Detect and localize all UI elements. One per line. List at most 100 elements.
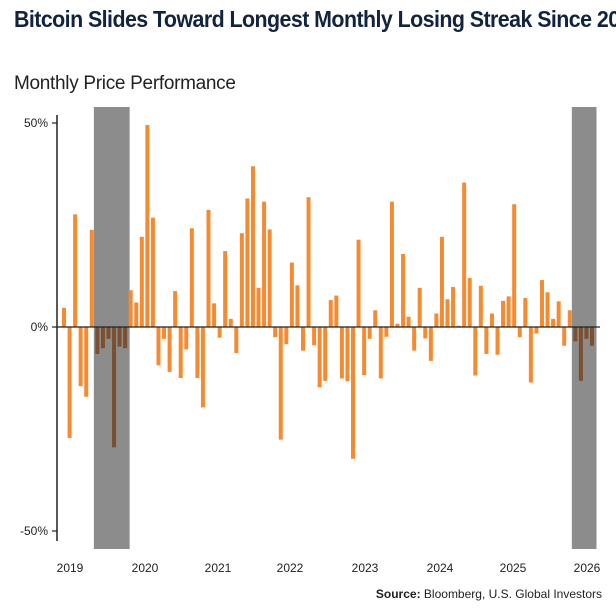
bar bbox=[173, 291, 178, 327]
source-note: Source: Bloomberg, U.S. Global Investors bbox=[376, 587, 602, 601]
bar bbox=[139, 236, 144, 327]
bar bbox=[295, 285, 300, 327]
bar bbox=[328, 300, 333, 327]
bar bbox=[501, 300, 506, 327]
x-tick-label: 2021 bbox=[205, 561, 232, 575]
bar bbox=[100, 327, 105, 349]
bar bbox=[178, 327, 183, 378]
bar bbox=[367, 327, 372, 339]
bar bbox=[123, 327, 128, 349]
bar bbox=[362, 327, 367, 376]
bar bbox=[167, 327, 172, 372]
y-tick-label: 50% bbox=[24, 116, 48, 130]
source-label: Source: bbox=[375, 587, 421, 601]
bar bbox=[62, 307, 66, 327]
bar bbox=[256, 287, 261, 327]
bar bbox=[551, 318, 556, 327]
bar bbox=[200, 327, 205, 408]
bar bbox=[406, 316, 411, 327]
bar bbox=[162, 327, 167, 339]
bar bbox=[228, 318, 233, 327]
bar bbox=[523, 298, 528, 327]
bar bbox=[78, 327, 83, 387]
x-tick-label: 2025 bbox=[500, 561, 527, 575]
bar bbox=[262, 201, 267, 327]
bar bbox=[317, 327, 322, 388]
bar bbox=[445, 299, 450, 327]
bar bbox=[528, 327, 533, 383]
bar bbox=[67, 327, 72, 438]
x-tick-label: 2019 bbox=[57, 561, 84, 575]
bar bbox=[417, 287, 422, 327]
y-tick-label: 0% bbox=[31, 320, 49, 334]
bar bbox=[339, 327, 344, 379]
bar bbox=[245, 198, 250, 327]
bar bbox=[412, 327, 417, 351]
bar bbox=[195, 327, 200, 378]
x-tick-label: 2023 bbox=[352, 561, 379, 575]
bar bbox=[539, 280, 544, 327]
bar bbox=[389, 201, 394, 327]
bar bbox=[534, 327, 539, 334]
bar bbox=[384, 327, 389, 337]
bar bbox=[467, 278, 472, 327]
bar bbox=[512, 204, 517, 327]
bar bbox=[473, 327, 478, 376]
bar bbox=[351, 327, 356, 459]
bar bbox=[306, 197, 311, 327]
bar bbox=[489, 313, 494, 327]
bar bbox=[378, 327, 383, 379]
bar bbox=[150, 217, 155, 327]
bar bbox=[184, 327, 189, 350]
bar bbox=[323, 327, 328, 381]
bar bbox=[267, 229, 272, 327]
bar bbox=[567, 310, 572, 327]
bar bbox=[345, 327, 350, 382]
bar bbox=[95, 327, 100, 354]
bar bbox=[134, 302, 139, 327]
bar bbox=[462, 182, 467, 327]
bar bbox=[112, 327, 117, 448]
bar bbox=[434, 313, 439, 327]
bar bbox=[334, 295, 339, 327]
x-tick-label: 2022 bbox=[277, 561, 304, 575]
bar bbox=[573, 327, 578, 342]
bar bbox=[189, 228, 194, 327]
bar bbox=[556, 301, 561, 327]
bar bbox=[584, 327, 589, 339]
bar bbox=[117, 327, 122, 347]
bar bbox=[234, 327, 239, 354]
bar bbox=[89, 229, 94, 327]
bar bbox=[395, 323, 400, 327]
bar bbox=[84, 327, 89, 397]
y-tick-label: -50% bbox=[20, 524, 48, 538]
bar bbox=[273, 327, 278, 338]
x-tick-label: 2024 bbox=[427, 561, 454, 575]
bar bbox=[239, 233, 244, 327]
bar bbox=[156, 327, 161, 366]
bar bbox=[562, 327, 567, 346]
bar bbox=[439, 236, 444, 327]
bar bbox=[106, 327, 111, 339]
bar bbox=[73, 214, 78, 327]
bar bbox=[428, 327, 433, 361]
chart-subtitle: Monthly Price Performance bbox=[14, 73, 236, 94]
bar bbox=[506, 296, 511, 327]
bar bbox=[250, 166, 255, 327]
bar bbox=[495, 327, 500, 355]
bar bbox=[401, 253, 406, 327]
bar bbox=[451, 287, 456, 327]
chart-title: Bitcoin Slides Toward Longest Monthly Lo… bbox=[14, 6, 616, 32]
bar bbox=[278, 327, 283, 440]
bar bbox=[517, 327, 522, 338]
bar bbox=[423, 327, 428, 339]
bar bbox=[145, 125, 150, 327]
bar bbox=[223, 251, 228, 327]
bar bbox=[478, 285, 483, 327]
bar bbox=[484, 327, 489, 354]
x-tick-label: 2020 bbox=[132, 561, 159, 575]
bar bbox=[312, 327, 317, 346]
bar bbox=[373, 310, 378, 327]
bar bbox=[300, 327, 305, 351]
